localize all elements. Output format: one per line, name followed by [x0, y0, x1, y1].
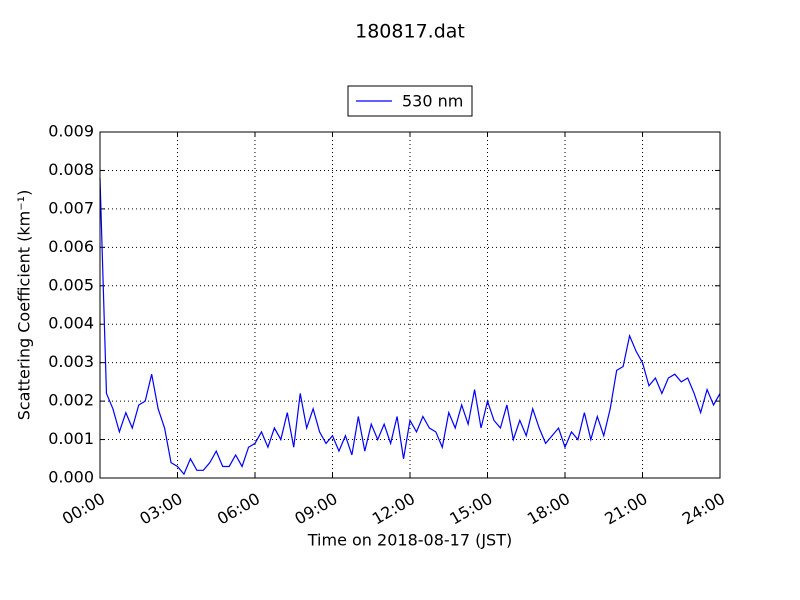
y-tick-label: 0.003: [48, 352, 94, 371]
y-tick-label: 0.005: [48, 275, 94, 294]
y-tick-label: 0.002: [48, 391, 94, 410]
y-tick-label: 0.004: [48, 314, 94, 333]
y-tick-label: 0.006: [48, 237, 94, 256]
y-tick-label: 0.008: [48, 160, 94, 179]
legend-box: [347, 85, 473, 117]
y-tick-label: 0.001: [48, 429, 94, 448]
y-tick-label: 0.000: [48, 468, 94, 487]
y-tick-label: 0.007: [48, 198, 94, 217]
plot-frame: [99, 131, 721, 479]
data-line: [99, 178, 721, 476]
y-tick-label: 0.009: [48, 122, 94, 141]
x-axis-label: Time on 2018-08-17 (JST): [307, 531, 512, 550]
y-axis-label: Scattering Coefficient (km⁻¹): [15, 190, 34, 421]
chart-title: 180817.dat: [355, 21, 465, 43]
legend-label: 530 nm: [402, 92, 463, 111]
